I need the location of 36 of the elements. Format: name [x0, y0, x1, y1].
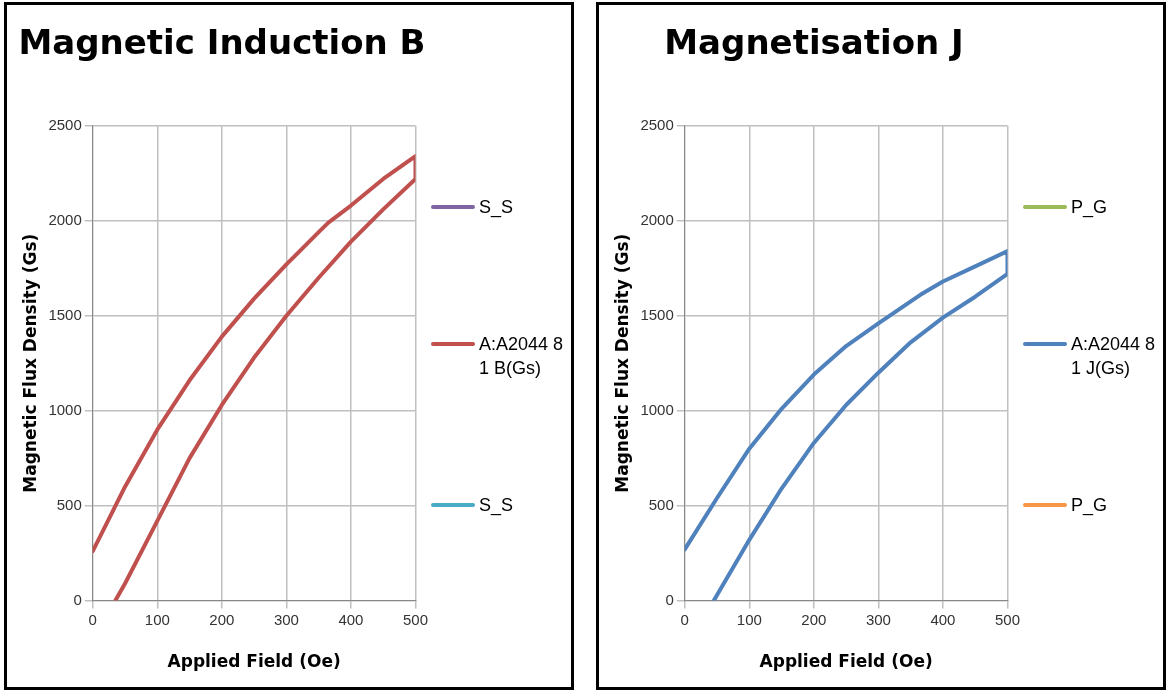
legend-label: P_G — [1071, 494, 1109, 517]
y-tick-label: 2500 — [48, 115, 82, 133]
y-axis-title: Magnetic Flux Density (Gs) — [19, 233, 40, 493]
x-axis-title: Applied Field (Oe) — [759, 651, 933, 672]
x-tick-label: 300 — [273, 610, 299, 628]
x-tick-label: 200 — [801, 610, 827, 628]
y-tick-label: 0 — [665, 590, 674, 608]
legend-label: S_S — [479, 494, 515, 517]
x-tick-label: 300 — [865, 610, 891, 628]
x-tick-label: 200 — [209, 610, 235, 628]
x-axis-title: Applied Field (Oe) — [167, 651, 341, 672]
y-tick-label: 1000 — [48, 400, 82, 418]
x-tick-label: 100 — [736, 610, 762, 628]
chart-title: Magnetisation J — [664, 22, 964, 63]
y-tick-label: 2500 — [640, 115, 674, 133]
y-axis-title: Magnetic Flux Density (Gs) — [611, 233, 632, 493]
x-tick-label: 0 — [680, 610, 689, 628]
y-tick-label: 2000 — [48, 210, 82, 228]
x-tick-label: 400 — [930, 610, 956, 628]
x-tick-label: 100 — [144, 610, 170, 628]
chart-title: Magnetic Induction B — [18, 22, 426, 63]
y-tick-label: 1500 — [640, 305, 674, 323]
x-tick-label: 400 — [338, 610, 364, 628]
y-tick-label: 1500 — [48, 305, 82, 323]
x-tick-label: 0 — [88, 610, 97, 628]
legend-label: P_G — [1071, 196, 1109, 219]
legend-label: A:A2044 8 1 B(Gs) — [479, 333, 565, 380]
x-tick-label: 500 — [402, 610, 428, 628]
legend-label: S_S — [479, 196, 515, 219]
legend-label: A:A2044 8 1 J(Gs) — [1071, 333, 1157, 380]
y-tick-label: 0 — [73, 590, 82, 608]
y-tick-label: 500 — [648, 495, 674, 513]
y-tick-label: 2000 — [640, 210, 674, 228]
y-tick-label: 1000 — [640, 400, 674, 418]
y-tick-label: 500 — [56, 495, 82, 513]
x-tick-label: 500 — [994, 610, 1020, 628]
